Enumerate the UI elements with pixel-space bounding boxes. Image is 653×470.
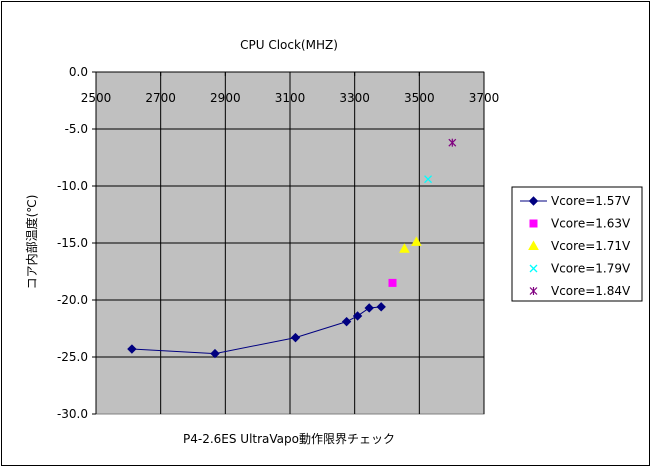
square-marker [529,219,538,228]
legend-marker [528,240,539,250]
y-axis-label: コア内部温度(℃) [24,195,39,290]
diamond-marker [528,196,539,206]
legend-label: Vcore=1.71V [551,239,631,253]
y-tick-label: -5.0 [65,122,88,136]
triangle-marker [399,243,410,253]
x-marker-stroke [529,264,538,273]
data-point-vcore-1-71v [399,243,410,253]
diamond-marker [290,332,301,343]
data-point-vcore-1-57v [127,344,137,354]
x-tick-label: 2500 [81,91,112,105]
x-tick-label: 3100 [275,91,306,105]
triangle-marker [411,236,422,246]
x-marker-stroke [424,175,433,184]
legend-item-vcore-1-84v: Vcore=1.84V [529,284,631,298]
data-point-vcore-1-79v [424,175,433,184]
data-point-vcore-1-57v [290,332,301,343]
x-tick-label: 3500 [404,91,435,105]
x-tick-label: 3300 [339,91,370,105]
y-tick-label: -25.0 [57,350,88,364]
y-tick-label: 0.0 [69,65,88,79]
legend-label: Vcore=1.57V [551,194,631,208]
y-tick-label: -10.0 [57,179,88,193]
triangle-marker [528,240,539,250]
diamond-marker [127,344,137,354]
legend-marker [529,264,538,273]
y-axis-ticks: 0.0 -5.0 -10.0 -15.0 -20.0 -25.0 -30.0 [57,65,96,421]
diamond-marker [341,316,352,327]
legend-item-vcore-1-57v: Vcore=1.57V [520,194,631,208]
y-tick-label: -30.0 [57,407,88,421]
data-point-vcore-1-84v [448,138,457,147]
legend-marker [528,196,539,206]
chart-title: CPU Clock(MHZ) [240,38,338,52]
square-marker [388,278,397,287]
legend-label: Vcore=1.79V [551,262,631,276]
legend-item-vcore-1-79v: Vcore=1.79V [529,262,631,276]
data-point-vcore-1-57v [210,348,220,359]
series-markers [127,138,457,359]
data-point-vcore-1-63v [388,278,397,287]
data-point-vcore-1-57v [341,316,352,327]
y-tick-label: -20.0 [57,293,88,307]
legend-label: Vcore=1.84V [551,284,631,298]
data-point-vcore-1-57v [352,311,363,321]
x-tick-label: 2900 [210,91,241,105]
diamond-marker [364,303,374,313]
legend-item-vcore-1-71v: Vcore=1.71V [528,239,631,253]
data-point-vcore-1-71v [411,236,422,246]
x-tick-label: 3700 [469,91,500,105]
y-tick-label: -15.0 [57,236,88,250]
diamond-marker [376,302,386,312]
legend: Vcore=1.57V Vcore=1.63V Vcore=1.71V Vcore=1… [511,186,643,302]
legend-marker [529,287,538,295]
legend-item-vcore-1-63v: Vcore=1.63V [529,217,631,231]
diamond-marker [210,348,220,359]
x-axis-label: P4-2.6ES UltraVapo動作限界チェック [183,432,395,446]
legend-label: Vcore=1.63V [551,217,631,231]
diamond-marker [352,311,363,321]
x-axis-ticks: 2500 2700 2900 3100 3300 3500 3700 [81,72,500,105]
data-point-vcore-1-57v [376,302,386,312]
legend-marker [529,219,538,228]
x-tick-label: 2700 [145,91,176,105]
data-point-vcore-1-57v [364,303,374,313]
